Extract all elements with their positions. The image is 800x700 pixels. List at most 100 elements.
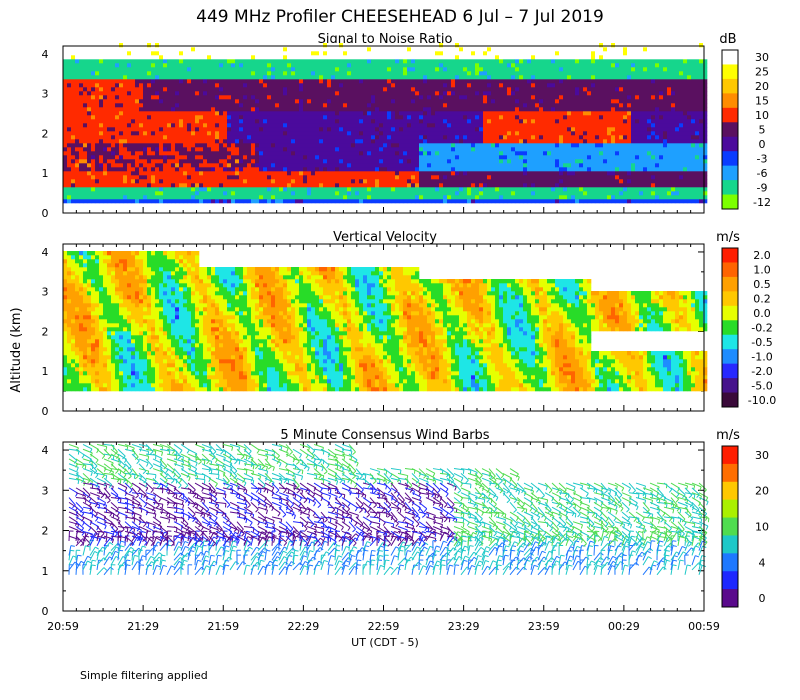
- snr-cell: [251, 83, 256, 88]
- snr-cell: [463, 75, 468, 80]
- snr-cell: [239, 151, 244, 156]
- snr-cell: [403, 83, 408, 88]
- snr-cell: [267, 183, 272, 188]
- snr-cell: [131, 91, 136, 96]
- snr-cell: [63, 179, 68, 184]
- snr-cell: [327, 43, 332, 48]
- snr-cell: [335, 155, 340, 160]
- snr-cell: [419, 67, 424, 72]
- snr-cell: [331, 115, 336, 120]
- snr-cell: [267, 43, 272, 48]
- snr-cell: [415, 51, 420, 56]
- snr-cell: [387, 187, 392, 192]
- snr-cell: [231, 159, 236, 164]
- snr-cell: [215, 43, 220, 48]
- snr-cell: [295, 51, 300, 56]
- snr-cell: [87, 75, 92, 80]
- snr-cell: [291, 199, 296, 204]
- snr-cell: [115, 183, 120, 188]
- snr-cell: [507, 119, 512, 124]
- snr-cell: [67, 147, 72, 152]
- snr-cell: [495, 183, 500, 188]
- snr-cell: [347, 79, 352, 84]
- snr-cell: [103, 55, 108, 60]
- snr-cell: [219, 131, 224, 136]
- snr-cell: [259, 71, 264, 76]
- snr-cell: [215, 95, 220, 100]
- snr-cell: [71, 179, 76, 184]
- snr-cell: [239, 119, 244, 124]
- snr-cell: [475, 191, 480, 196]
- snr-cell: [215, 183, 220, 188]
- snr-cell: [199, 191, 204, 196]
- snr-cell: [339, 199, 344, 204]
- snr-cell: [491, 75, 496, 80]
- snr-cell: [307, 179, 312, 184]
- snr-cell: [179, 87, 184, 92]
- snr-cell: [283, 175, 288, 180]
- snr-cell: [411, 167, 416, 172]
- snr-cell: [383, 111, 388, 116]
- snr-cell: [227, 171, 232, 176]
- snr-cell: [195, 175, 200, 180]
- snr-cell: [511, 67, 516, 72]
- snr-cell: [107, 199, 112, 204]
- snr-cell: [187, 71, 192, 76]
- snr-cell: [479, 79, 484, 84]
- snr-cell: [63, 79, 68, 84]
- snr-cell: [327, 195, 332, 200]
- snr-cell: [67, 107, 72, 112]
- snr-cell: [343, 83, 348, 88]
- snr-cell: [375, 67, 380, 72]
- snr-cell: [423, 111, 428, 116]
- snr-cell: [191, 79, 196, 84]
- snr-cell: [371, 107, 376, 112]
- snr-cell: [347, 87, 352, 92]
- snr-cell: [135, 115, 140, 120]
- snr-cell: [347, 95, 352, 100]
- snr-cell: [227, 71, 232, 76]
- snr-cell: [291, 183, 296, 188]
- snr-cell: [119, 183, 124, 188]
- snr-cell: [471, 71, 476, 76]
- snr-cell: [95, 79, 100, 84]
- snr-cell: [159, 127, 164, 132]
- snr-cell: [103, 143, 108, 148]
- snr-cell: [351, 143, 356, 148]
- snr-cell: [403, 103, 408, 108]
- snr-cell: [339, 183, 344, 188]
- snr-cell: [179, 135, 184, 140]
- snr-cell: [411, 83, 416, 88]
- snr-cell: [227, 55, 232, 60]
- snr-cell: [231, 135, 236, 140]
- snr-cell: [75, 171, 80, 176]
- snr-cell: [467, 191, 472, 196]
- snr-cell: [99, 83, 104, 88]
- snr-cell: [203, 191, 208, 196]
- snr-cell: [79, 107, 84, 112]
- snr-cell: [355, 55, 360, 60]
- snr-cell: [403, 95, 408, 100]
- snr-cell: [239, 87, 244, 92]
- snr-cell: [387, 127, 392, 132]
- snr-cell: [407, 87, 412, 92]
- snr-cell: [363, 71, 368, 76]
- snr-cell: [471, 47, 476, 52]
- snr-cell: [507, 167, 512, 172]
- snr-cell: [291, 79, 296, 84]
- snr-cell: [131, 199, 136, 204]
- snr-cell: [423, 183, 428, 188]
- snr-cell: [127, 87, 132, 92]
- snr-cell: [307, 87, 312, 92]
- snr-cell: [207, 199, 212, 204]
- snr-cell: [299, 51, 304, 56]
- snr-cell: [291, 127, 296, 132]
- snr-cell: [123, 107, 128, 112]
- snr-cell: [271, 63, 276, 68]
- snr-cell: [159, 91, 164, 96]
- snr-cell: [387, 43, 392, 48]
- snr-cell: [495, 123, 500, 128]
- snr-cell: [87, 131, 92, 136]
- snr-cell: [171, 83, 176, 88]
- snr-cell: [139, 187, 144, 192]
